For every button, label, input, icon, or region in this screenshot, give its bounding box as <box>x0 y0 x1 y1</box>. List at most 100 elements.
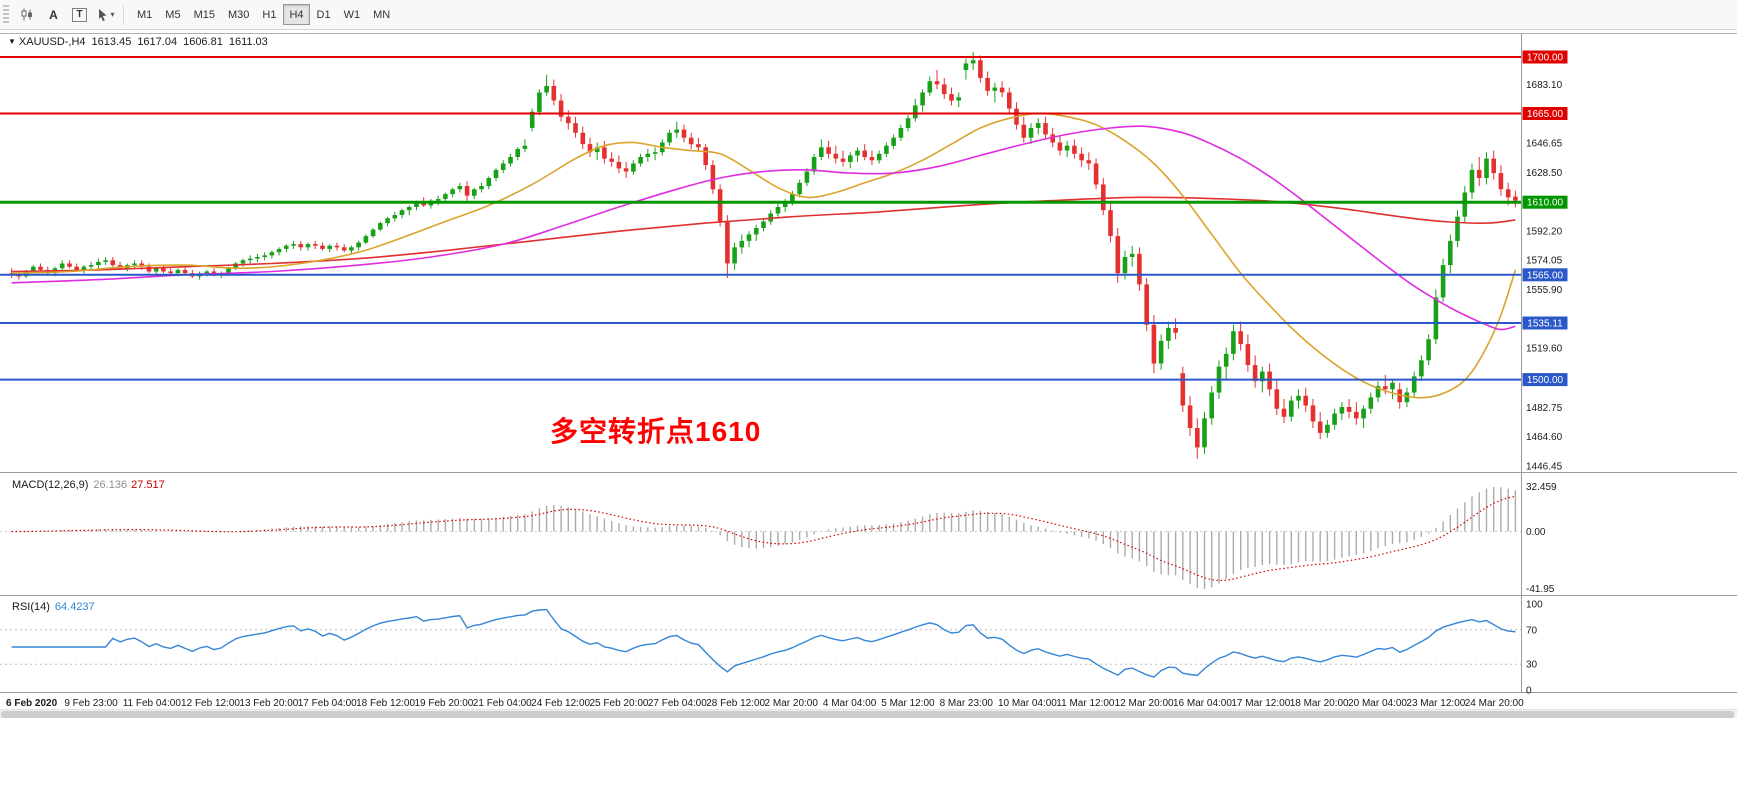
svg-text:32.459: 32.459 <box>1526 482 1557 493</box>
timeframe-button-m15[interactable]: M15 <box>188 4 221 25</box>
timeframe-group: M1 M5 M15 M30 H1 H4 D1 W1 MN <box>131 4 396 25</box>
svg-text:21 Feb 04:00: 21 Feb 04:00 <box>473 698 532 709</box>
svg-text:1592.20: 1592.20 <box>1526 226 1563 237</box>
macd-signal-line <box>11 495 1516 582</box>
rsi-pane: 100 70 30 0 <box>0 600 1543 697</box>
svg-text:30: 30 <box>1526 660 1538 671</box>
symbol-header: ▼ XAUUSD-,H4 1613.45 1617.04 1606.81 1611.03 <box>8 36 268 48</box>
chart-canvas[interactable]: 1700.00 1665.00 1610.00 1565.00 1535.11 1500.… <box>0 30 1737 720</box>
svg-text:19 Feb 20:00: 19 Feb 20:00 <box>414 698 473 709</box>
timeframe-button-w1[interactable]: W1 <box>338 4 367 25</box>
svg-text:8 Mar 23:00: 8 Mar 23:00 <box>940 698 994 709</box>
svg-text:12 Feb 12:00: 12 Feb 12:00 <box>181 698 240 709</box>
svg-text:24 Mar 20:00: 24 Mar 20:00 <box>1465 698 1524 709</box>
svg-text:2 Mar 20:00: 2 Mar 20:00 <box>765 698 819 709</box>
svg-text:28 Feb 12:00: 28 Feb 12:00 <box>706 698 765 709</box>
svg-text:70: 70 <box>1526 625 1538 636</box>
chart-annotation: 多空转折点1610 <box>550 416 762 447</box>
svg-text:0: 0 <box>1526 686 1532 697</box>
rsi-label: RSI(14) <box>12 601 50 613</box>
timeframe-button-h1[interactable]: H1 <box>256 4 282 25</box>
horizontal-scrollbar[interactable] <box>0 709 1737 718</box>
timeframe-button-h4[interactable]: H4 <box>283 4 310 25</box>
dropdown-triangle-icon[interactable]: ▼ <box>8 37 16 46</box>
symbol-title: XAUUSD-,H4 <box>18 36 86 48</box>
svg-text:1646.65: 1646.65 <box>1526 139 1563 150</box>
svg-text:16 Mar 04:00: 16 Mar 04:00 <box>1173 698 1232 709</box>
text-tool-glyph: T <box>72 7 87 22</box>
candlestick-glyph <box>21 8 32 21</box>
svg-text:4 Mar 04:00: 4 Mar 04:00 <box>823 698 877 709</box>
timeframe-button-d1[interactable]: D1 <box>311 4 337 25</box>
svg-text:18 Mar 20:00: 18 Mar 20:00 <box>1290 698 1349 709</box>
svg-text:1683.10: 1683.10 <box>1526 80 1563 91</box>
svg-text:100: 100 <box>1526 600 1543 611</box>
ma-line-fast-orange <box>11 112 1517 399</box>
text-label-tool-button[interactable]: A <box>41 4 66 26</box>
toolbar-separator <box>123 4 124 25</box>
svg-text:1446.45: 1446.45 <box>1526 462 1563 473</box>
svg-text:1565.00: 1565.00 <box>1527 270 1564 281</box>
candlestick-chart-icon[interactable] <box>15 4 40 26</box>
arrow-tool-button[interactable]: ▾ <box>93 4 118 26</box>
macd-header: MACD(12,26,9) 26.136 27.517 <box>12 479 165 491</box>
svg-text:11 Feb 04:00: 11 Feb 04:00 <box>123 698 182 709</box>
rsi-header: RSI(14) 64.4237 <box>12 601 95 613</box>
svg-text:18 Feb 12:00: 18 Feb 12:00 <box>356 698 415 709</box>
ohlc-open: 1613.45 <box>91 36 132 48</box>
rsi-value: 64.4237 <box>54 601 95 613</box>
timeframe-button-m30[interactable]: M30 <box>222 4 255 25</box>
svg-text:20 Mar 04:00: 20 Mar 04:00 <box>1348 698 1407 709</box>
horizontal-levels[interactable]: 1700.00 1665.00 1610.00 1565.00 1535.11 1500.… <box>0 50 1568 387</box>
svg-text:17 Mar 12:00: 17 Mar 12:00 <box>1231 698 1290 709</box>
time-axis[interactable]: 6 Feb 2020 9 Feb 23:00 11 Feb 04:00 12 Feb … <box>6 698 1524 709</box>
svg-text:10 Mar 04:00: 10 Mar 04:00 <box>998 698 1057 709</box>
scrollbar-thumb[interactable] <box>1 711 1734 718</box>
svg-text:12 Mar 20:00: 12 Mar 20:00 <box>1115 698 1174 709</box>
svg-text:27 Feb 04:00: 27 Feb 04:00 <box>648 698 707 709</box>
main-toolbar: A T ▾ M1 M5 M15 M30 H1 H4 D1 W1 MN <box>0 0 1737 30</box>
moving-averages <box>11 112 1517 399</box>
macd-pane: 32.459 0.00 -41.95 <box>0 482 1557 595</box>
svg-text:23 Mar 12:00: 23 Mar 12:00 <box>1406 698 1465 709</box>
timeframe-button-mn[interactable]: MN <box>367 4 396 25</box>
svg-text:1574.05: 1574.05 <box>1526 256 1563 267</box>
svg-text:1700.00: 1700.00 <box>1527 53 1564 64</box>
svg-text:1482.75: 1482.75 <box>1526 403 1563 414</box>
svg-text:1500.00: 1500.00 <box>1527 375 1564 386</box>
candlestick-series[interactable] <box>9 52 1518 459</box>
rsi-line <box>11 608 1516 678</box>
ma-line-slow-red <box>11 196 1516 273</box>
svg-text:25 Feb 20:00: 25 Feb 20:00 <box>590 698 649 709</box>
svg-text:13 Feb 20:00: 13 Feb 20:00 <box>239 698 298 709</box>
price-axis[interactable]: 1683.10 1646.65 1628.50 1592.20 1574.05 1555.… <box>1526 80 1563 473</box>
svg-text:9 Feb 23:00: 9 Feb 23:00 <box>64 698 118 709</box>
timeframe-button-m5[interactable]: M5 <box>159 4 186 25</box>
macd-signal-value: 27.517 <box>131 479 165 491</box>
macd-label: MACD(12,26,9) <box>12 479 89 491</box>
svg-text:1628.50: 1628.50 <box>1526 168 1563 179</box>
svg-text:6 Feb 2020: 6 Feb 2020 <box>6 698 58 709</box>
svg-text:1665.00: 1665.00 <box>1527 109 1564 120</box>
ma-line-medium-magenta <box>11 125 1516 331</box>
timeframe-button-m1[interactable]: M1 <box>131 4 158 25</box>
svg-text:-41.95: -41.95 <box>1526 584 1555 595</box>
cursor-arrow-icon <box>99 8 107 21</box>
svg-text:1535.11: 1535.11 <box>1527 319 1563 330</box>
svg-text:1464.60: 1464.60 <box>1526 432 1563 443</box>
svg-text:5 Mar 12:00: 5 Mar 12:00 <box>881 698 935 709</box>
text-tool-button[interactable]: T <box>67 4 92 26</box>
macd-main-value: 26.136 <box>93 479 128 491</box>
chevron-down-icon: ▾ <box>110 10 115 19</box>
svg-text:1610.00: 1610.00 <box>1527 198 1564 209</box>
pane-borders <box>0 33 1737 693</box>
ohlc-close: 1611.03 <box>228 36 268 48</box>
svg-text:24 Feb 12:00: 24 Feb 12:00 <box>531 698 590 709</box>
ohlc-high: 1617.04 <box>137 36 178 48</box>
svg-text:17 Feb 04:00: 17 Feb 04:00 <box>298 698 357 709</box>
toolbar-grip-handle[interactable] <box>3 4 9 25</box>
svg-text:11 Mar 12:00: 11 Mar 12:00 <box>1056 698 1115 709</box>
svg-text:1555.90: 1555.90 <box>1526 285 1563 296</box>
ohlc-low: 1606.81 <box>183 36 223 48</box>
